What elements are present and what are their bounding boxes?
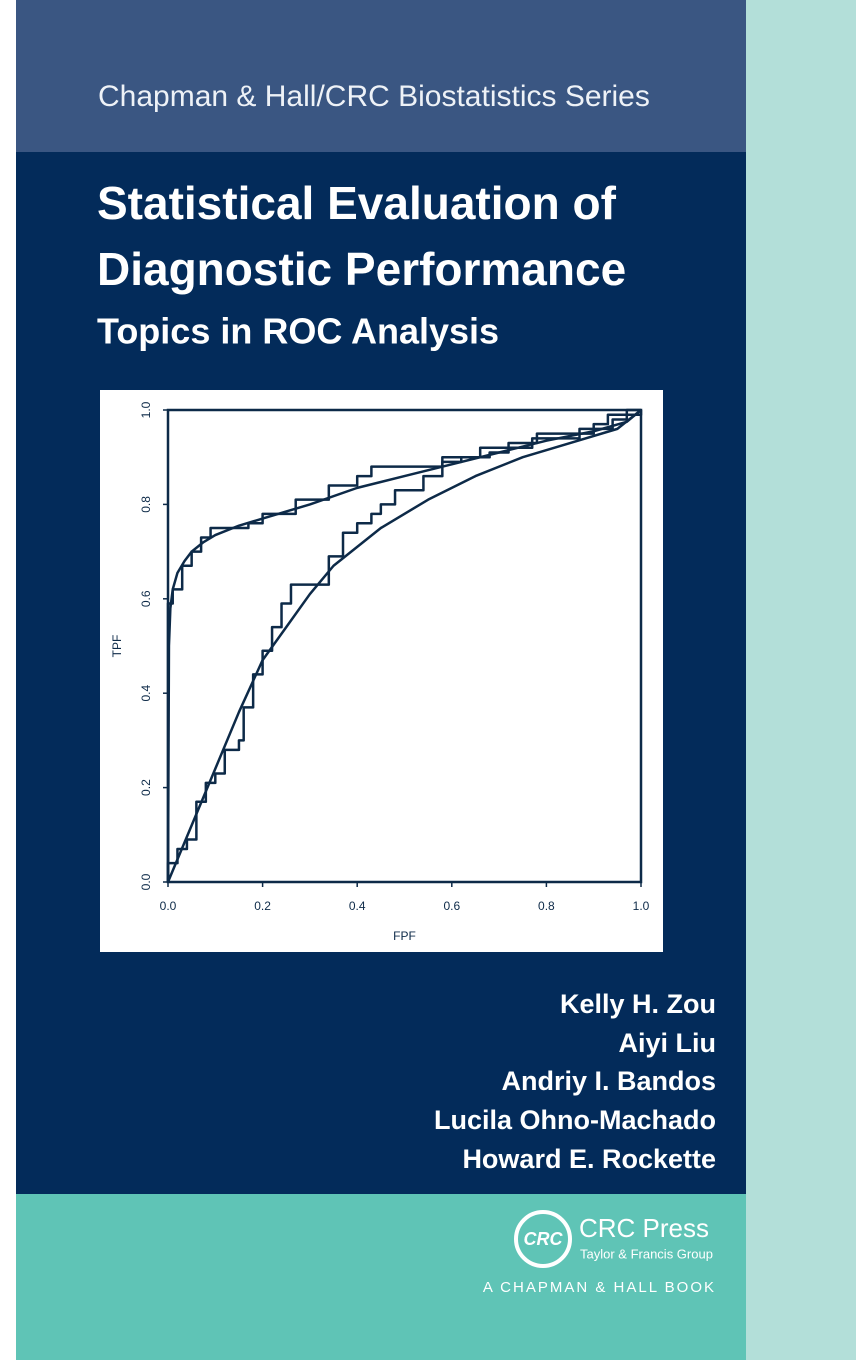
side-strip (746, 0, 856, 1360)
y-axis-label: TPF (110, 635, 124, 658)
logo-ring (514, 1210, 572, 1268)
logo-text: CRC (524, 1229, 564, 1249)
y-tick-label: 0.8 (139, 496, 153, 513)
author: Andriy I. Bandos (501, 1066, 716, 1096)
subtitle: Topics in ROC Analysis (97, 311, 499, 352)
author: Howard E. Rockette (462, 1144, 716, 1174)
y-tick-label: 0.2 (139, 779, 153, 796)
x-tick-label: 0.2 (254, 899, 271, 913)
x-tick-label: 0.0 (160, 899, 177, 913)
y-tick-label: 1.0 (139, 401, 153, 418)
publisher-band (16, 1194, 746, 1360)
author: Aiyi Liu (618, 1028, 716, 1058)
author: Lucila Ohno-Machado (434, 1105, 716, 1135)
x-tick-label: 0.8 (538, 899, 555, 913)
roc-curve (166, 410, 643, 882)
y-tick-label: 0.6 (139, 590, 153, 607)
x-tick-label: 1.0 (633, 899, 650, 913)
title-line: Statistical Evaluation of (97, 177, 617, 229)
publisher-group: Taylor & Francis Group (580, 1246, 713, 1261)
y-tick-label: 0.4 (139, 685, 153, 702)
x-tick-label: 0.4 (349, 899, 366, 913)
roc-curve (166, 409, 642, 883)
series-name: Chapman & Hall/CRC Biostatistics Series (98, 80, 650, 113)
publisher-name: CRC Press (579, 1213, 709, 1243)
y-tick-label: 0.0 (139, 873, 153, 890)
plot: 0.0 0.2 0.4 0.6 0.8 1.0 0.0 0.2 0.4 0.6 0.8 1.0 FPF T… (110, 401, 649, 943)
x-tick-label: 0.6 (443, 899, 460, 913)
imprint: A CHAPMAN & HALL BOOK (483, 1279, 716, 1296)
chart-panel (100, 390, 663, 952)
roc-curve (166, 408, 641, 882)
title-line: Diagnostic Performance (97, 243, 626, 295)
series-band (16, 0, 746, 152)
x-axis-label: FPF (393, 929, 416, 943)
author: Kelly H. Zou (560, 989, 716, 1019)
